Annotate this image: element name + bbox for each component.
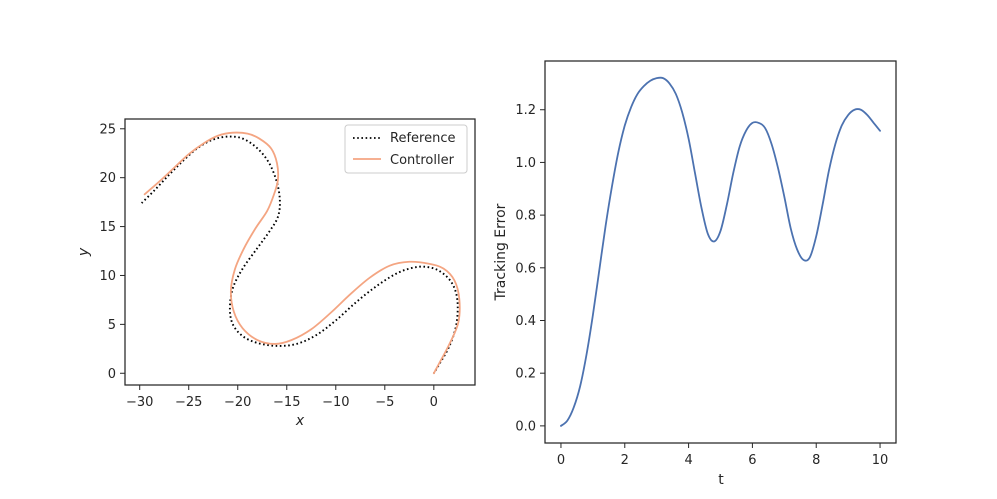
trajectory-x-tick-label: 0 [430, 395, 438, 410]
tracking-error-series-group [560, 76, 881, 427]
trajectory-y-tick-label: 5 [108, 318, 116, 333]
trajectory-y-tick-label: 25 [99, 122, 116, 137]
tracking-error-y-tick-label: 0.4 [515, 314, 536, 329]
tracking-error-x-tick-label: 10 [872, 453, 889, 468]
trajectory-series-line-reference [140, 135, 459, 374]
tracking-error-y-ticks: 0.0 0.2 0.4 0.6 0.8 1.0 1.2 [515, 103, 545, 434]
tracking-error-plot: 0 2 4 6 8 10 0.0 0.2 0.4 0.6 0.8 1.0 1.2 t Tracking… [493, 60, 897, 488]
trajectory-y-tick-label: 10 [99, 269, 116, 284]
tracking-error-x-tick-label: 8 [812, 453, 820, 468]
trajectory-x-tick-label: −5 [375, 395, 394, 410]
legend-label-reference: Reference [390, 131, 455, 146]
trajectory-y-tick-label: 0 [108, 367, 116, 382]
tracking-error-y-tick-label: 1.0 [515, 156, 536, 171]
tracking-error-y-axis-label: Tracking Error [493, 203, 509, 301]
trajectory-y-ticks: 0 5 10 15 20 25 [99, 122, 125, 382]
tracking-error-x-tick-label: 2 [621, 453, 629, 468]
trajectory-x-tick-label: −10 [322, 395, 349, 410]
tracking-error-plot-frame [544, 60, 897, 444]
trajectory-x-ticks: −30 −25 −20 −15 −10 −5 0 [126, 385, 438, 410]
tracking-error-x-ticks: 0 2 4 6 8 10 [557, 443, 889, 468]
trajectory-y-tick-label: 15 [99, 220, 116, 235]
trajectory-x-tick-label: −30 [126, 395, 153, 410]
trajectory-plot: −30 −25 −20 −15 −10 −5 0 0 5 10 15 20 25 x y Refere… [76, 118, 476, 429]
tracking-error-x-tick-label: 6 [748, 453, 756, 468]
tracking-error-x-tick-label: 0 [557, 453, 565, 468]
trajectory-x-tick-label: −25 [175, 395, 202, 410]
trajectory-series-line-controller [143, 131, 461, 375]
tracking-error-x-tick-label: 4 [684, 453, 692, 468]
trajectory-x-tick-label: −15 [273, 395, 300, 410]
trajectory-y-tick-label: 20 [99, 171, 116, 186]
trajectory-plot-frame [124, 118, 476, 386]
tracking-error-y-tick-label: 0.6 [515, 261, 536, 276]
legend-box [344, 124, 468, 174]
tracking-error-y-tick-label: 0.0 [515, 419, 536, 434]
tracking-error-y-tick-label: 0.2 [515, 367, 536, 382]
tracking-error-y-tick-label: 1.2 [515, 103, 536, 118]
legend: Reference Controller [344, 124, 468, 174]
tracking-error-y-tick-label: 0.8 [515, 209, 536, 224]
tracking-error-x-axis-label: t [718, 472, 724, 488]
legend-label-controller: Controller [390, 153, 455, 168]
trajectory-series-group [140, 131, 461, 375]
trajectory-x-tick-label: −20 [224, 395, 251, 410]
trajectory-x-axis-label: x [295, 413, 305, 429]
tracking-error-series-line-1 [560, 76, 881, 427]
trajectory-y-axis-label: y [76, 247, 92, 257]
